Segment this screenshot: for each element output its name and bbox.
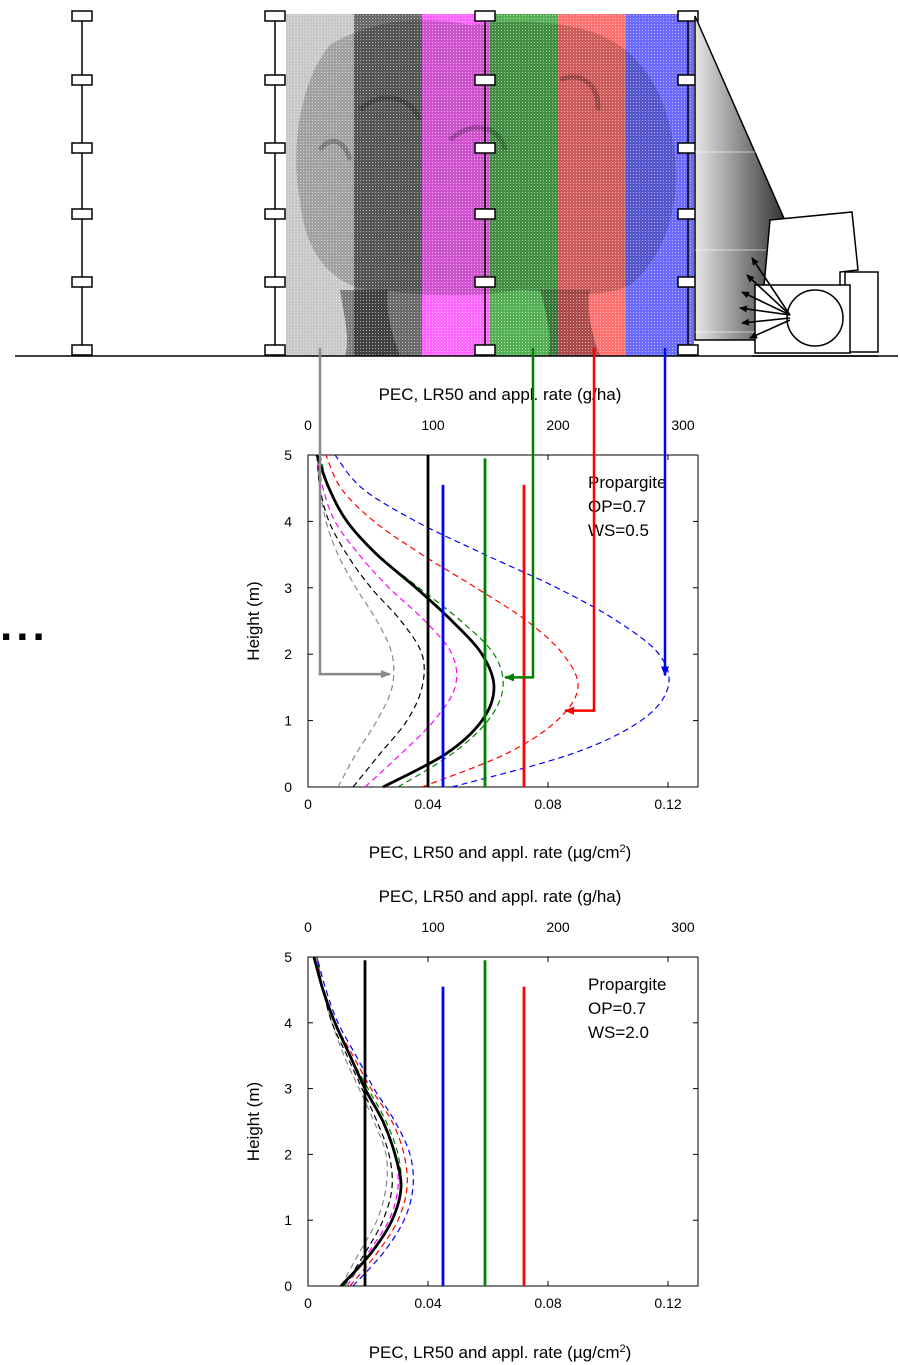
- top-axis-label: PEC, LR50 and appl. rate (g/ha): [379, 385, 622, 404]
- series-black-solid: [312, 956, 403, 1287]
- top-axis-label: PEC, LR50 and appl. rate (g/ha): [379, 887, 622, 906]
- pole-sampler: [264, 344, 286, 356]
- plot-frame: [307, 454, 699, 788]
- series-black-dashed: [316, 454, 425, 788]
- orchard-illustration: [15, 10, 898, 357]
- top-axis-ticks: 0 100 200 300: [304, 417, 695, 433]
- connector-arrows: [318, 348, 669, 715]
- x-tick-label: 0.04: [414, 796, 441, 812]
- top-tick-label: 0: [304, 919, 312, 935]
- series-gray-dashed: [316, 956, 388, 1287]
- series-gray-dashed: [316, 454, 395, 788]
- pole-sampler: [71, 276, 93, 288]
- y-tick-label: 0: [284, 1278, 292, 1294]
- pole-sampler: [474, 276, 496, 288]
- pole-sampler: [264, 142, 286, 154]
- top-tick-label: 300: [671, 417, 695, 433]
- y-tick-label: 1: [284, 713, 292, 729]
- sampling-pole-icon: [71, 10, 699, 356]
- annotation-line-1: Propargite: [588, 473, 666, 492]
- x-tick-label: 0: [304, 796, 312, 812]
- annotation-line-2: OP=0.7: [588, 497, 646, 516]
- top-tick-label: 100: [421, 919, 445, 935]
- pole-sampler: [71, 142, 93, 154]
- y-axis-label: Height (m): [244, 1082, 263, 1161]
- x-tick-label: 0.08: [534, 796, 561, 812]
- series-magenta-dashed: [316, 454, 458, 788]
- pole-sampler: [474, 344, 496, 356]
- annotation-line-3: WS=0.5: [588, 521, 649, 540]
- pole-sampler: [264, 10, 286, 22]
- pole-sampler: [474, 74, 496, 86]
- x-tick-label: 0.08: [534, 1295, 561, 1311]
- top-tick-label: 200: [546, 417, 570, 433]
- pole-sampler: [71, 10, 93, 22]
- y-tick-label: 2: [284, 646, 292, 662]
- pole-sampler: [677, 344, 699, 356]
- y-tick-label: 4: [284, 513, 292, 529]
- y-tick-label: 3: [284, 1081, 292, 1097]
- series-black-dashed: [316, 956, 393, 1287]
- plot-frame: [307, 956, 699, 1287]
- pole-sampler: [474, 142, 496, 154]
- chart-ws-2-0: PEC, LR50 and appl. rate (g/ha) 0 100 200 3…: [244, 887, 699, 1362]
- pole-sampler: [71, 74, 93, 86]
- x-axis-label: PEC, LR50 and appl. rate (µg/cm2): [369, 843, 632, 862]
- top-tick-label: 200: [546, 919, 570, 935]
- top-tick-label: 100: [421, 417, 445, 433]
- y-tick-label: 1: [284, 1212, 292, 1228]
- series-green-dashed: [319, 454, 504, 788]
- annotation: Propargite OP=0.7 WS=2.0: [588, 975, 666, 1042]
- annotation: Propargite OP=0.7 WS=0.5: [588, 473, 666, 540]
- y-axis-label: Height (m): [244, 581, 263, 660]
- y-tick-label: 5: [284, 447, 292, 463]
- pole-sampler: [264, 276, 286, 288]
- x-tick-label: 0.04: [414, 1295, 441, 1311]
- pole-sampler: [71, 344, 93, 356]
- series-group: [315, 454, 670, 789]
- pole-sampler: [264, 74, 286, 86]
- reference-lines: [426, 455, 526, 787]
- pole-sampler: [474, 10, 496, 22]
- series-red-dashed: [325, 454, 579, 788]
- series-blue-dashed: [334, 454, 670, 788]
- annotation-line-2: OP=0.7: [588, 999, 646, 1018]
- x-tick-label: 0: [304, 1295, 312, 1311]
- top-tick-label: 300: [671, 919, 695, 935]
- reference-lines: [363, 960, 526, 1286]
- annotation-line-1: Propargite: [588, 975, 666, 994]
- series-black-solid: [315, 454, 496, 789]
- spray-arrows: [739, 257, 791, 339]
- pole-sampler: [264, 208, 286, 220]
- chart-ws-0-5: PEC, LR50 and appl. rate (g/ha) 0 100 200 3…: [244, 385, 699, 862]
- y-tick-label: 2: [284, 1146, 292, 1162]
- annotation-line-3: WS=2.0: [588, 1023, 649, 1042]
- pole-sampler: [474, 208, 496, 220]
- y-tick-label: 5: [284, 949, 292, 965]
- top-tick-label: 0: [304, 417, 312, 433]
- ellipsis-icon: ...: [0, 601, 49, 650]
- series-group: [312, 956, 414, 1287]
- pole-sampler: [71, 208, 93, 220]
- x-tick-label: 0.12: [654, 1295, 681, 1311]
- series-blue-dashed: [316, 956, 414, 1287]
- connector-arrow-green: [504, 348, 535, 682]
- axis-ticks: 0 0.04 0.08 0.12 0 1 2 3 4 5: [284, 949, 698, 1311]
- top-axis-ticks: 0 100 200 300: [304, 919, 695, 935]
- y-tick-label: 3: [284, 580, 292, 596]
- series-red-dashed: [316, 956, 408, 1287]
- pole-sampler: [677, 10, 699, 22]
- x-axis-label: PEC, LR50 and appl. rate (µg/cm2): [369, 1343, 632, 1362]
- connector-arrow-gray: [318, 348, 391, 679]
- y-tick-label: 4: [284, 1015, 292, 1031]
- connector-arrow-red: [564, 348, 596, 715]
- y-tick-label: 0: [284, 779, 292, 795]
- axis-ticks: 0 0.04 0.08 0.12 0 1 2 3 4 5: [284, 447, 698, 812]
- air-blast-sprayer-icon: [752, 211, 879, 357]
- x-tick-label: 0.12: [654, 796, 681, 812]
